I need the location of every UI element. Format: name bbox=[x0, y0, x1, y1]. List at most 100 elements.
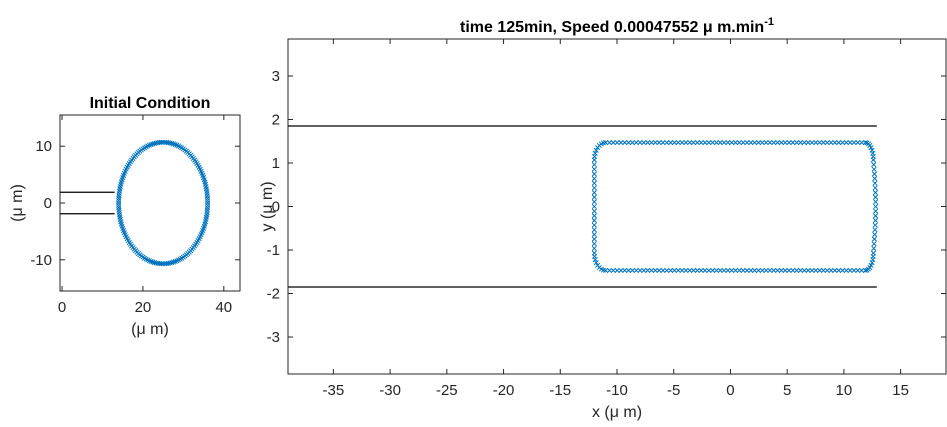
cell-marker bbox=[660, 139, 666, 146]
cell-marker bbox=[591, 199, 597, 205]
cell-marker bbox=[622, 267, 628, 274]
cell-marker bbox=[668, 267, 674, 274]
cell-marker bbox=[591, 236, 597, 242]
x-tick-label: 20 bbox=[135, 299, 152, 316]
cell-marker bbox=[832, 267, 838, 274]
cell-marker bbox=[744, 139, 750, 146]
cell-marker bbox=[626, 139, 632, 146]
cell-marker bbox=[820, 139, 826, 146]
chart-title: Initial Condition bbox=[90, 95, 211, 112]
cell-marker bbox=[870, 157, 876, 163]
cell-marker bbox=[698, 139, 704, 146]
chart-title: time 125min, Speed 0.00047552 μ m.min-1 bbox=[460, 16, 774, 36]
cell-marker bbox=[740, 139, 746, 146]
cell-marker bbox=[683, 139, 689, 146]
cell-marker bbox=[721, 139, 727, 146]
cell-marker bbox=[767, 139, 773, 146]
y-tick-label: -2 bbox=[267, 286, 280, 303]
cell-marker bbox=[591, 162, 597, 168]
cell-marker bbox=[843, 139, 849, 146]
cell-marker bbox=[805, 139, 811, 146]
cell-marker bbox=[618, 267, 624, 274]
cell-marker bbox=[872, 217, 878, 224]
x-tick-label: -35 bbox=[323, 382, 345, 399]
cell-marker bbox=[641, 267, 647, 274]
y-tick-label: 10 bbox=[35, 138, 52, 155]
cell-marker bbox=[732, 139, 739, 146]
x-tick-label: 15 bbox=[892, 382, 909, 399]
cell-marker bbox=[629, 139, 635, 146]
cell-marker bbox=[864, 267, 870, 273]
cell-marker bbox=[824, 139, 830, 146]
cell-marker bbox=[871, 171, 877, 177]
cell-marker bbox=[828, 139, 834, 146]
cell-marker bbox=[713, 139, 720, 146]
cell-marker bbox=[683, 267, 689, 274]
cell-marker bbox=[790, 139, 796, 146]
cell-marker bbox=[839, 139, 846, 146]
cell-marker bbox=[771, 139, 777, 146]
cell-marker bbox=[729, 267, 735, 274]
cell-marker bbox=[797, 139, 804, 146]
cell-marker bbox=[748, 139, 754, 146]
x-tick-label: -25 bbox=[436, 382, 458, 399]
y-tick-label: 3 bbox=[272, 68, 280, 85]
cell-marker bbox=[652, 139, 658, 146]
cell-marker bbox=[606, 267, 613, 274]
cell-marker bbox=[721, 267, 727, 274]
cell-marker bbox=[736, 267, 742, 274]
title-superscript: -1 bbox=[764, 16, 774, 28]
cell-marker bbox=[817, 267, 823, 274]
cell-marker bbox=[855, 267, 861, 274]
cell-marker bbox=[782, 267, 788, 274]
x-tick-label: -5 bbox=[667, 382, 680, 399]
cell-marker bbox=[752, 267, 758, 274]
cell-marker bbox=[759, 139, 765, 146]
cell-marker bbox=[820, 267, 826, 274]
cell-marker bbox=[873, 199, 879, 205]
cell-marker bbox=[782, 139, 788, 146]
x-tick-label: -20 bbox=[493, 382, 515, 399]
cell-marker bbox=[645, 267, 651, 274]
cell-marker bbox=[671, 139, 677, 146]
cell-marker bbox=[872, 231, 878, 237]
cell-marker bbox=[675, 267, 681, 274]
cell-marker bbox=[813, 267, 819, 274]
cell-marker bbox=[873, 208, 879, 214]
cell-marker bbox=[786, 139, 792, 146]
x-tick-label: 0 bbox=[58, 299, 66, 316]
cell-marker bbox=[763, 267, 769, 274]
x-tick-label: -10 bbox=[606, 382, 628, 399]
cell-marker bbox=[748, 267, 754, 274]
cell-marker bbox=[591, 217, 597, 224]
cell-marker bbox=[862, 267, 869, 274]
cell-marker bbox=[872, 227, 878, 233]
cell-marker bbox=[652, 267, 658, 274]
cell-marker bbox=[872, 189, 878, 196]
y-axis-label: (μ m) bbox=[9, 184, 26, 222]
cell-marker bbox=[618, 139, 624, 146]
cell-marker bbox=[786, 267, 792, 274]
x-tick-label: 0 bbox=[726, 382, 734, 399]
cell-marker bbox=[824, 267, 830, 274]
cell-marker bbox=[591, 213, 597, 219]
cell-marker bbox=[600, 140, 606, 146]
cell-marker bbox=[755, 139, 762, 146]
cell-marker bbox=[626, 267, 632, 274]
cell-marker bbox=[591, 176, 597, 182]
x-tick-label: 5 bbox=[783, 382, 791, 399]
cell-marker bbox=[817, 139, 823, 146]
cell-marker bbox=[610, 139, 616, 146]
cell-marker bbox=[801, 267, 807, 274]
cell-marker bbox=[763, 139, 769, 146]
cell-marker bbox=[591, 171, 597, 177]
cell-marker bbox=[664, 267, 670, 274]
cell-marker bbox=[836, 267, 842, 274]
cell-marker bbox=[855, 139, 861, 146]
cell-marker bbox=[591, 185, 597, 191]
cell-marker bbox=[656, 267, 662, 274]
cell-marker bbox=[862, 139, 869, 146]
cell-marker bbox=[591, 227, 597, 233]
cell-marker bbox=[656, 139, 662, 146]
